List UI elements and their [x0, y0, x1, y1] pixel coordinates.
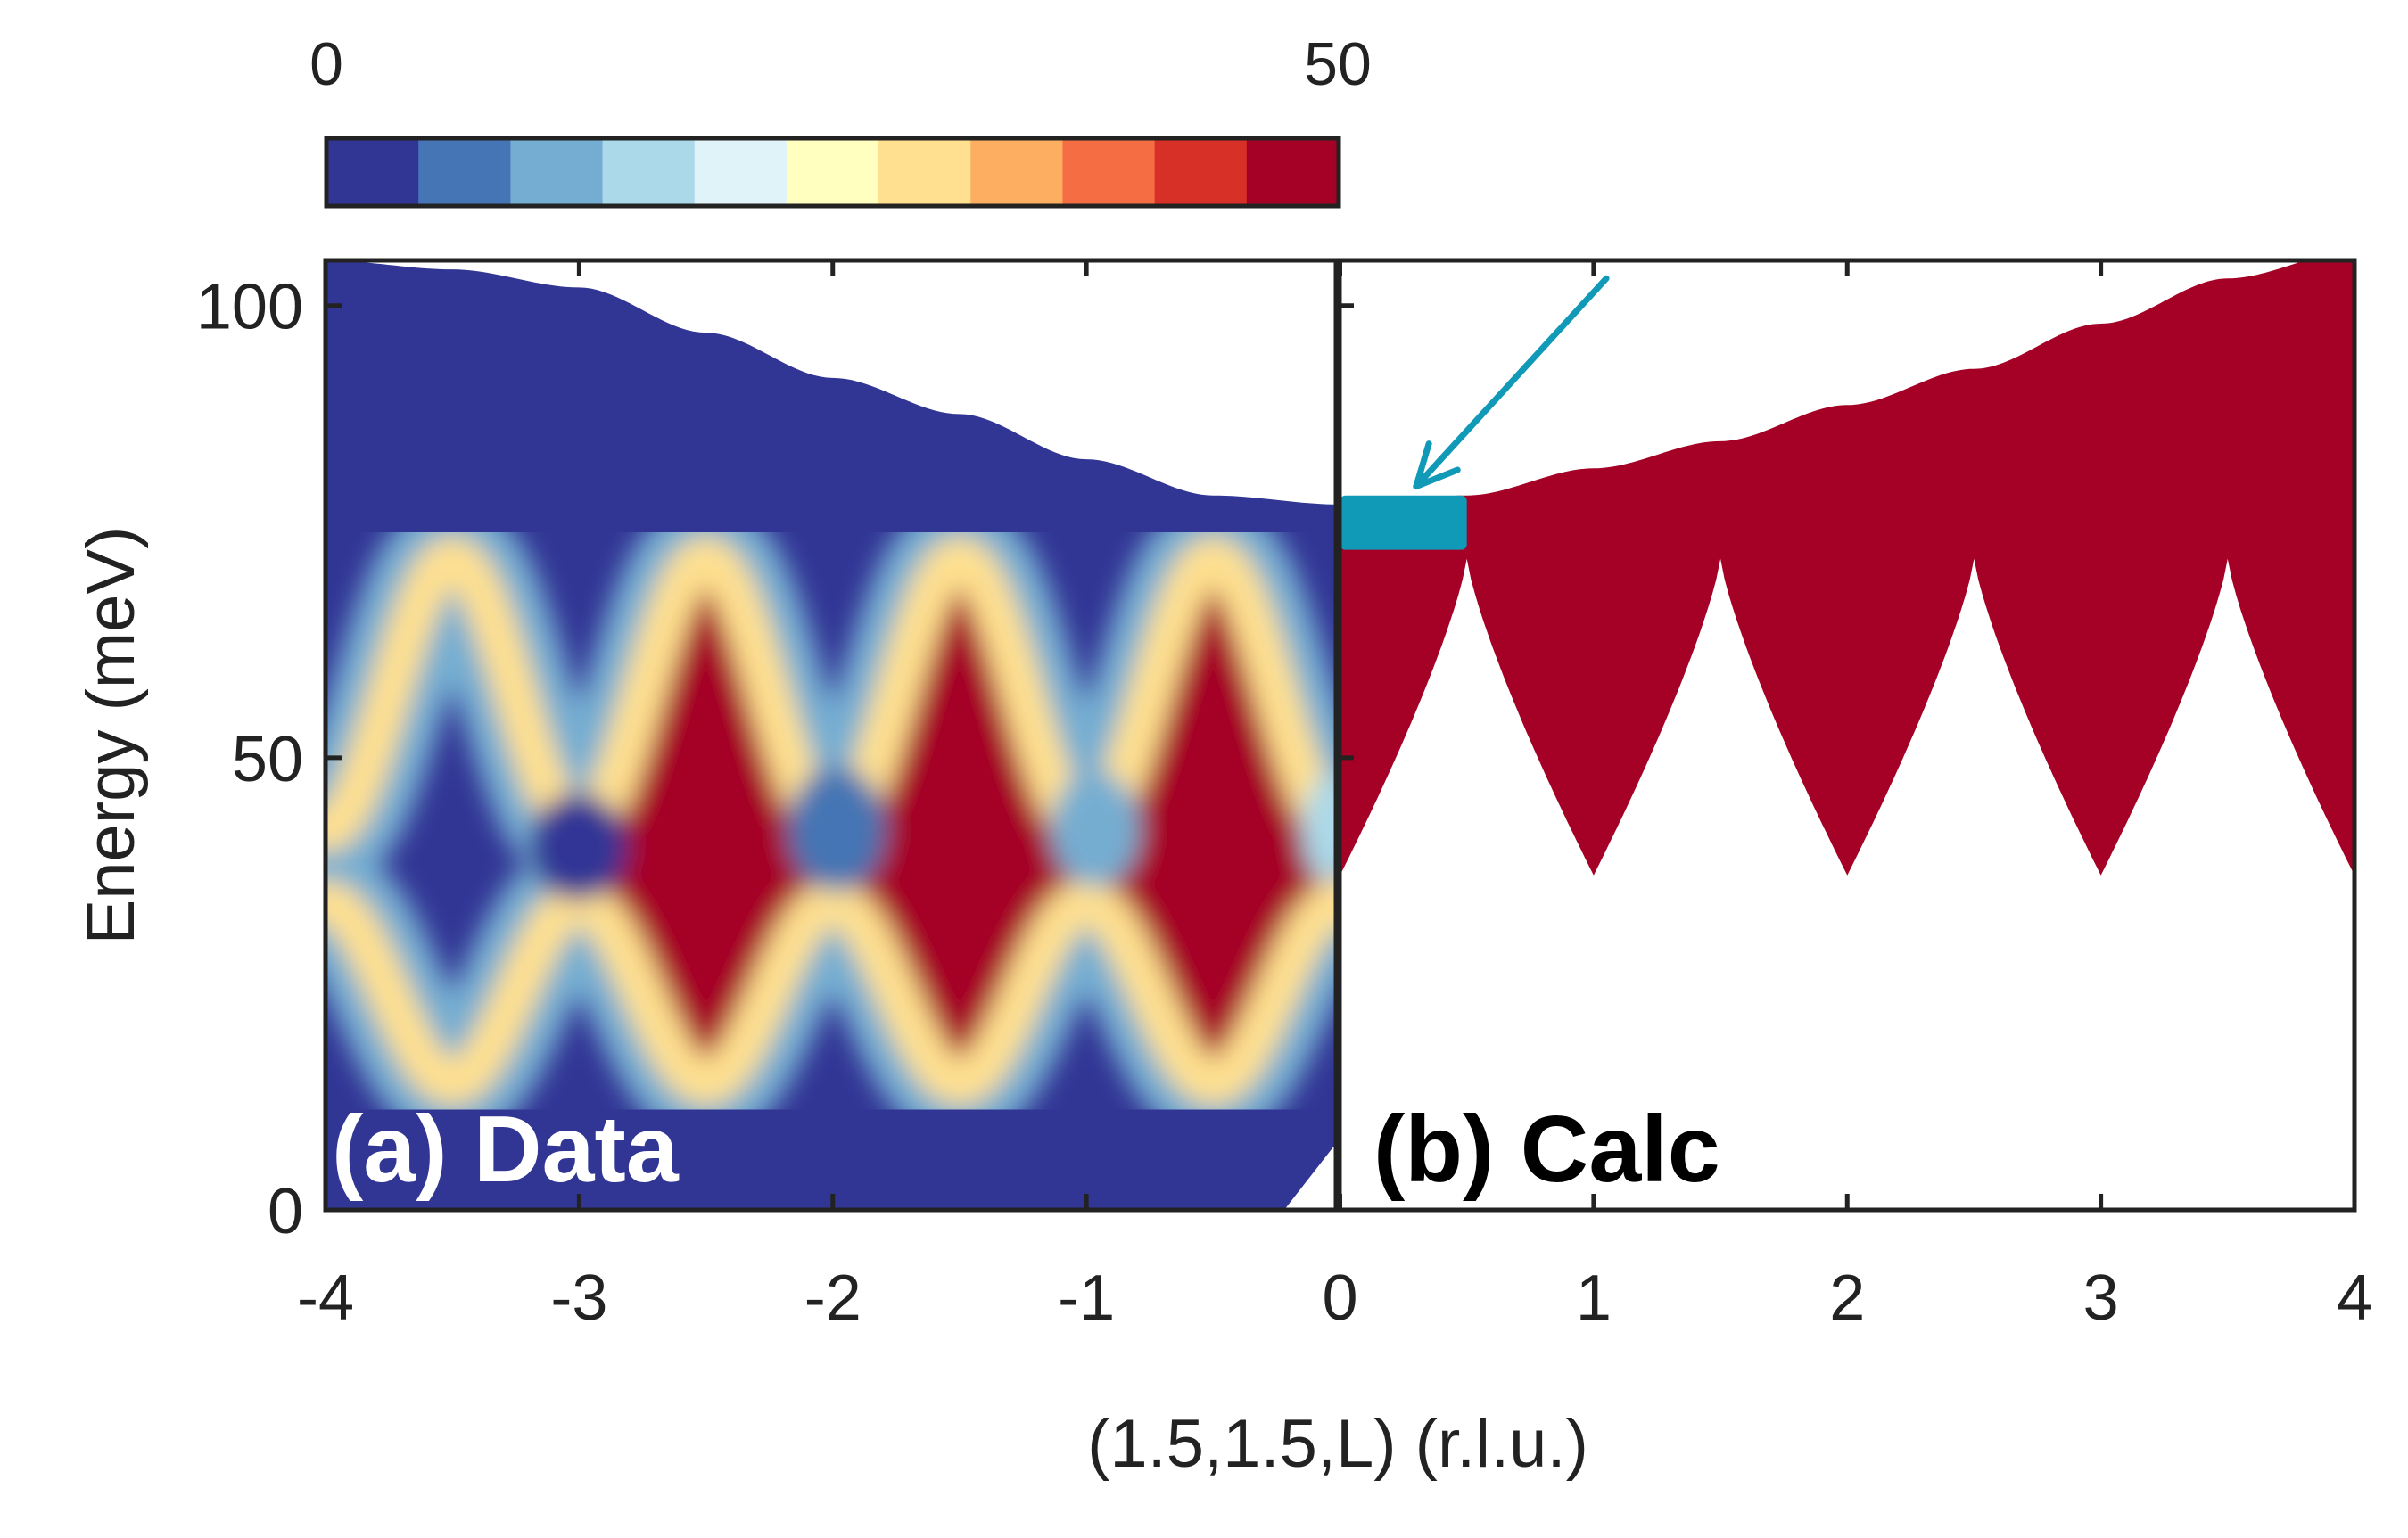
colorbar-segment: [1246, 138, 1340, 206]
colorbar-segment: [694, 138, 788, 206]
x-tick-label: 0: [1322, 1262, 1357, 1334]
x-tick-label: -1: [1058, 1262, 1115, 1334]
lower-band-core: [326, 880, 1338, 1106]
y-tick-label: 100: [196, 272, 303, 343]
colorbar-segment: [1154, 138, 1248, 206]
panel-a-heatmap: [326, 499, 1338, 1142]
x-tick-label: 1: [1576, 1262, 1612, 1334]
colorbar-segment: [510, 138, 604, 206]
colorbar-segment: [878, 138, 972, 206]
colorbar-segments: [326, 138, 1340, 206]
panel-a-unmeasured-region-top: [326, 260, 1338, 505]
y-axis-ticks: 0 50 100: [196, 272, 1354, 1247]
colorbar-max-label: 50: [1304, 30, 1372, 98]
y-axis-label: Energy (meV): [73, 527, 149, 945]
colorbar-segment: [970, 138, 1064, 206]
colorbar-segment: [326, 138, 419, 206]
x-axis-ticks: -4 -3 -2 -1 0 1 2 3 4: [297, 260, 2372, 1334]
panel-a: [326, 260, 1338, 1210]
y-tick-label: 50: [232, 724, 303, 795]
colorbar-segment: [418, 138, 512, 206]
x-tick-label: 3: [2083, 1262, 2119, 1334]
arrow-head: [1413, 440, 1461, 490]
panel-b: [1340, 260, 2354, 876]
x-tick-label: -2: [804, 1262, 862, 1334]
panel-b-label: (b) Calc: [1373, 1097, 1720, 1202]
pocket-minus-2: [788, 767, 886, 892]
panel-a-unmeasured-region-corner: [1284, 1141, 1338, 1210]
colorbar-min-label: 0: [309, 30, 343, 98]
x-axis-label: (1.5,1.5,L) (r.l.u.): [1087, 1406, 1588, 1482]
colorbar-segment: [1062, 138, 1156, 206]
x-tick-label: 2: [1829, 1262, 1865, 1334]
pocket-minus-1: [1051, 771, 1140, 887]
arrow-shaft: [1413, 275, 1610, 490]
x-tick-label: -3: [550, 1262, 607, 1334]
colorbar-segment: [786, 138, 879, 206]
x-tick-label: 4: [2337, 1262, 2372, 1334]
colorbar-frame: [324, 136, 1341, 209]
colorbar-segment: [602, 138, 696, 206]
y-tick-label: 0: [268, 1176, 303, 1247]
highlight-box: [1340, 495, 1467, 550]
panel-a-label: (a) Data: [332, 1097, 680, 1202]
x-tick-label: -4: [297, 1262, 354, 1334]
colorbar: 0 50: [309, 30, 1372, 209]
pocket-minus-3: [529, 794, 627, 901]
calc-intensity-region: [1340, 260, 2354, 876]
pocket-zero: [1302, 776, 1338, 883]
